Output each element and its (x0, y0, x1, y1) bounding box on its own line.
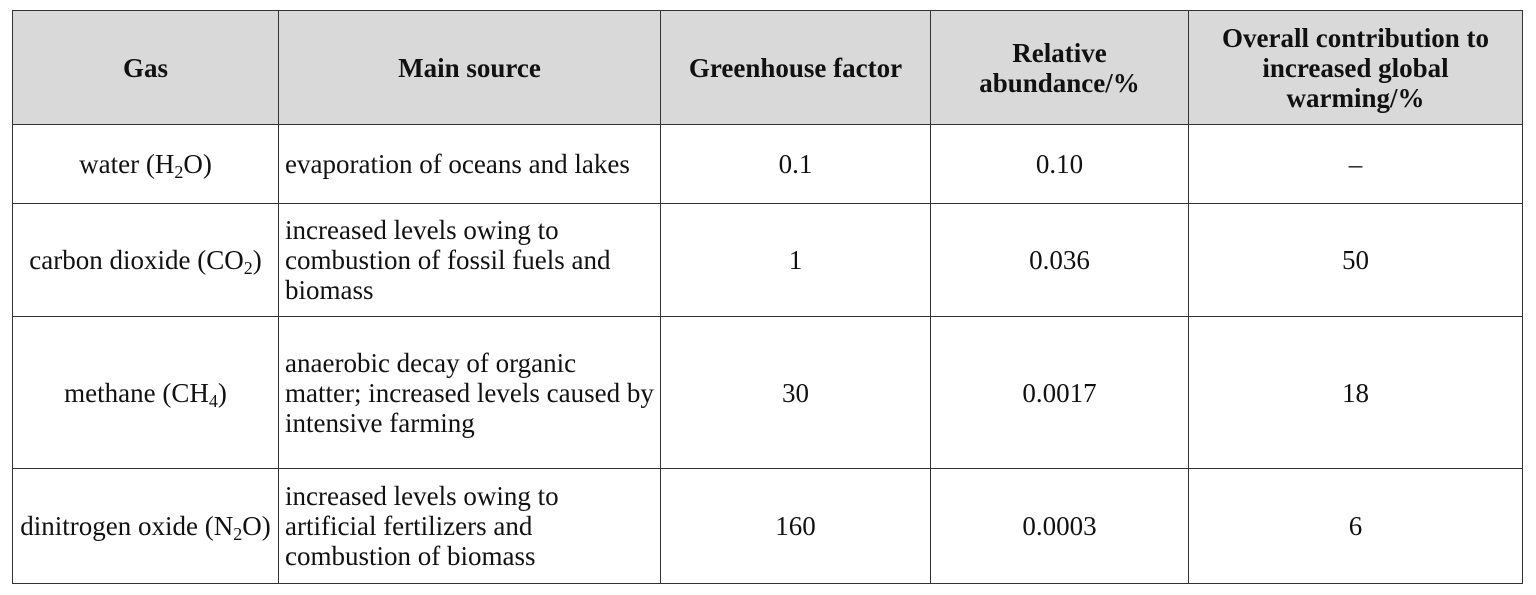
header-cell: Gas (12, 10, 279, 125)
subscript: 2 (243, 258, 253, 278)
contribution-cell: 6 (1188, 468, 1523, 584)
gas-text: O) (183, 149, 212, 179)
subscript: 2 (233, 524, 243, 544)
subscript: 4 (208, 390, 218, 411)
gas-text: water (H (79, 149, 175, 179)
header-cell: Relative abundance/% (930, 10, 1189, 125)
source-cell: increased levels owing to combustion of … (278, 203, 661, 317)
gas-text: methane (CH (64, 377, 209, 408)
factor-cell: 1 (660, 203, 931, 317)
table-row: dinitrogen oxide (N2O) increased levels o… (12, 468, 1523, 584)
contribution-cell: – (1188, 124, 1523, 204)
source-cell: increased levels owing to artificial fer… (278, 468, 661, 584)
abundance-cell: 0.10 (930, 124, 1189, 204)
abundance-cell: 0.0017 (930, 316, 1189, 469)
gas-cell: water (H2O) (12, 124, 279, 204)
abundance-cell: 0.0003 (930, 468, 1189, 584)
header-cell: Overall contribution to increased global… (1188, 10, 1523, 125)
factor-cell: 160 (660, 468, 931, 584)
abundance-cell: 0.036 (930, 203, 1189, 317)
gas-text: carbon dioxide (CO (29, 245, 244, 275)
gas-text: ) (217, 377, 227, 408)
contribution-cell: 18 (1188, 316, 1523, 469)
header-cell: Greenhouse factor (660, 10, 931, 125)
gas-cell: methane (CH4) (12, 316, 279, 469)
factor-cell: 30 (660, 316, 931, 469)
source-cell: anaerobic decay of organic matter; incre… (278, 316, 661, 469)
source-cell: evaporation of oceans and lakes (278, 124, 661, 204)
factor-cell: 0.1 (660, 124, 931, 204)
table-row: water (H2O) evaporation of oceans and lak… (12, 124, 1523, 204)
contribution-cell: 50 (1188, 203, 1523, 317)
subscript: 2 (174, 162, 184, 182)
gas-text: dinitrogen oxide (N (20, 511, 234, 541)
table-row: carbon dioxide (CO2) increased levels owi… (12, 203, 1523, 317)
gas-cell: dinitrogen oxide (N2O) (12, 468, 279, 584)
gas-table: Gas Main source Greenhouse factor Relative … (12, 10, 1523, 584)
header-row: Gas Main source Greenhouse factor Relative … (12, 10, 1523, 125)
gas-text: O) (242, 511, 271, 541)
gas-text: ) (252, 245, 262, 275)
table-body: water (H2O) evaporation of oceans and lak… (12, 124, 1523, 584)
gas-cell: carbon dioxide (CO2) (12, 203, 279, 317)
header-cell: Main source (278, 10, 661, 125)
table-row: methane (CH4) anaerobic decay of organic … (12, 316, 1523, 469)
